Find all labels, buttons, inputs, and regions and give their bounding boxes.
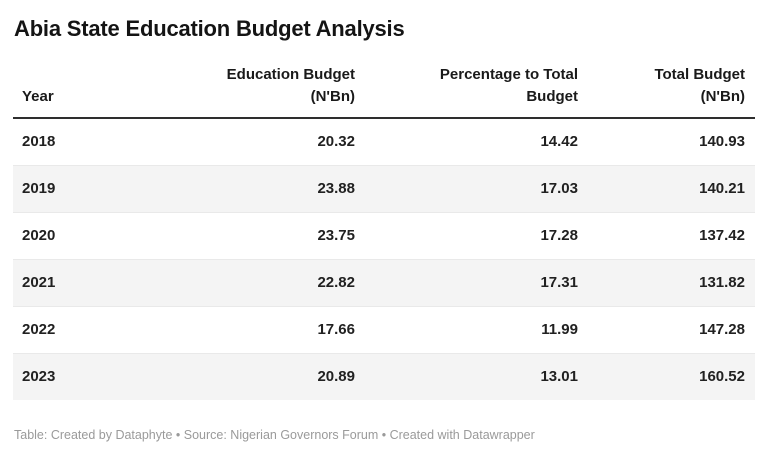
cell-education-budget: 23.75 — [317, 227, 355, 244]
cell-total-budget: 140.93 — [699, 133, 745, 150]
table-header-row: Year Education Budget (N'Bn) Percentage … — [13, 56, 755, 119]
column-header-line: Year — [22, 88, 54, 105]
cell-year: 2019 — [22, 180, 56, 197]
cell-year: 2022 — [22, 321, 56, 338]
cell-year: 2018 — [22, 133, 56, 150]
column-header-year: Year — [13, 56, 163, 119]
column-header-education-budget: Education Budget (N'Bn) — [163, 56, 365, 119]
table-row: 2023 20.89 13.01 160.52 — [13, 353, 755, 400]
cell-year: 2020 — [22, 227, 56, 244]
table-row: 2019 23.88 17.03 140.21 — [13, 165, 755, 213]
cell-percentage: 14.42 — [540, 133, 578, 150]
cell-year: 2023 — [22, 368, 56, 385]
column-header-line: (N'Bn) — [310, 88, 355, 105]
cell-percentage: 13.01 — [540, 368, 578, 385]
cell-education-budget: 20.32 — [317, 133, 355, 150]
table-row: 2021 22.82 17.31 131.82 — [13, 259, 755, 307]
cell-percentage: 17.28 — [540, 227, 578, 244]
cell-total-budget: 140.21 — [699, 180, 745, 197]
column-header-total-budget: Total Budget (N'Bn) — [588, 56, 755, 119]
budget-table: Year Education Budget (N'Bn) Percentage … — [13, 56, 755, 400]
cell-education-budget: 17.66 — [317, 321, 355, 338]
column-header-line: Total Budget — [654, 66, 745, 83]
column-header-line: Budget — [526, 88, 578, 105]
attribution-footer: Table: Created by Dataphyte • Source: Ni… — [14, 428, 535, 442]
cell-education-budget: 20.89 — [317, 368, 355, 385]
column-header-percentage: Percentage to Total Budget — [365, 56, 588, 119]
table-header: Year Education Budget (N'Bn) Percentage … — [13, 56, 755, 119]
table-row: 2018 20.32 14.42 140.93 — [13, 118, 755, 166]
column-header-line: Percentage to Total — [439, 66, 578, 83]
cell-total-budget: 137.42 — [699, 227, 745, 244]
cell-total-budget: 131.82 — [699, 274, 745, 291]
chart-container: Abia State Education Budget Analysis Yea… — [13, 16, 755, 442]
table-row: 2020 23.75 17.28 137.42 — [13, 212, 755, 260]
cell-percentage: 11.99 — [541, 321, 578, 338]
cell-year: 2021 — [22, 274, 56, 291]
column-header-line: Education Budget — [226, 66, 355, 83]
cell-percentage: 17.03 — [540, 180, 578, 197]
column-header-line: (N'Bn) — [700, 88, 745, 105]
cell-education-budget: 22.82 — [317, 274, 355, 291]
cell-education-budget: 23.88 — [317, 180, 355, 197]
cell-total-budget: 147.28 — [699, 321, 745, 338]
cell-total-budget: 160.52 — [699, 368, 745, 385]
page-title: Abia State Education Budget Analysis — [14, 16, 405, 41]
table-body: 2018 20.32 14.42 140.93 2019 23.88 17.03… — [13, 118, 755, 400]
table-row: 2022 17.66 11.99 147.28 — [13, 306, 755, 354]
cell-percentage: 17.31 — [540, 274, 578, 291]
